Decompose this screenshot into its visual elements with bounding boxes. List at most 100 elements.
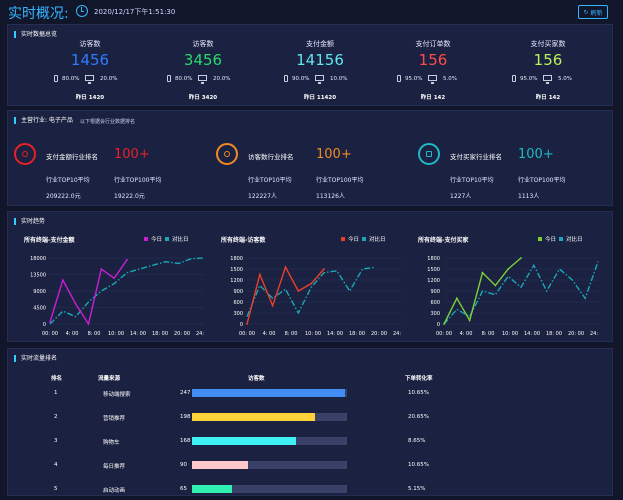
summary-title: 实时数据总览 <box>14 31 57 38</box>
visitor-bar-fill <box>192 461 248 469</box>
pc-share: 20.0% <box>100 76 118 82</box>
phone-icon <box>512 75 516 82</box>
phone-icon <box>167 75 171 82</box>
industry-rank-label: 支付金额行业排名 <box>46 153 98 161</box>
industry-rank-label: 访客数行业排名 <box>248 153 294 161</box>
stat-label: 支付订单数 <box>415 40 451 48</box>
conversion-rate: 8.65% <box>408 438 426 444</box>
monitor-icon <box>428 75 437 84</box>
line-chart: 0 300 600 900 1200 1500 1800 00: 00 4: 00 8: 00 10… <box>427 256 600 337</box>
top10-value: 209222.0元 <box>46 193 81 200</box>
wallet-icon-inner <box>426 151 432 157</box>
chart-legend: 今日 对比日 <box>538 235 583 243</box>
x-tick-label: 18: 00 <box>152 331 168 337</box>
refresh-button[interactable]: ↻ 刷新 <box>578 5 608 19</box>
stat-label: 支付买家数 <box>530 40 566 48</box>
y-tick-label: 300 <box>430 311 440 317</box>
top100-label: 行业TOP100平均 <box>316 177 364 184</box>
legend-label: 对比日 <box>566 237 583 243</box>
conversion-rate: 5.15% <box>408 486 426 492</box>
legend-swatch <box>165 237 170 241</box>
stat-label: 访客数 <box>192 40 214 48</box>
visitor-bar-fill <box>192 389 346 397</box>
legend-label: 今日 <box>151 237 163 243</box>
x-tick-label: 10: 00 <box>108 331 124 337</box>
data-point <box>271 304 274 307</box>
x-tick-label: 4: 00 <box>460 331 473 337</box>
line-chart: 0 4500 9000 13500 18000 00: 00 4: 00 8: 00 10: 0… <box>30 256 206 337</box>
visitor-bar-fill <box>192 413 315 421</box>
data-point <box>113 277 116 280</box>
stat-label: 支付金额 <box>306 40 334 48</box>
data-point <box>507 268 510 270</box>
legend-swatch <box>538 237 542 241</box>
data-point <box>100 268 103 270</box>
industry-rank-label: 支付买家行业排名 <box>450 153 502 161</box>
visitor-count: 65 <box>180 486 187 492</box>
visitor-bar-fill <box>192 485 233 493</box>
pc-share: 5.0% <box>558 76 572 82</box>
chart-title: 所有终端-支付金额 <box>24 237 75 244</box>
top10-value: 1227人 <box>450 193 472 200</box>
summary-panel: 实时数据总览 访客数 1456 80.0% 20.0% 昨日 1420 访客数 3456 80… <box>7 24 613 106</box>
target-icon <box>14 143 36 165</box>
y-tick-label: 1500 <box>427 267 440 273</box>
stat-yesterday: 昨日 1420 <box>75 95 105 101</box>
stat-label: 访客数 <box>79 40 101 48</box>
rank-number: 2 <box>54 414 58 420</box>
header-source: 流量来源 <box>98 376 121 382</box>
header-rate: 下单转化率 <box>405 376 433 382</box>
y-tick-label: 900 <box>430 289 440 295</box>
x-tick-label: 14: 00 <box>524 331 540 337</box>
visitor-bar-track <box>192 461 347 469</box>
data-point <box>455 297 458 300</box>
legend-swatch <box>362 237 367 241</box>
industry-panel: 主营行业: 电子产品 以下根据会行业数据排名 支付金额行业排名 100+ 行业TOP… <box>7 110 613 206</box>
x-tick-label: 24: 00 <box>393 331 403 337</box>
data-point <box>61 279 64 281</box>
y-tick-label: 1200 <box>427 278 440 284</box>
y-tick-label: 900 <box>233 289 243 295</box>
stat-card: 支付买家数 156 95.0% 5.0% 昨日 142 <box>488 25 608 107</box>
stat-card: 访客数 3456 80.0% 20.0% 昨日 3420 <box>143 25 263 107</box>
user-icon-inner <box>224 151 230 157</box>
x-tick-label: 20: 00 <box>371 331 387 337</box>
pc-share: 20.0% <box>213 76 231 82</box>
mobile-share: 80.0% <box>62 76 80 82</box>
legend-swatch <box>144 237 148 241</box>
top100-label: 行业TOP100平均 <box>114 177 162 184</box>
traffic-source: 启动动画 <box>103 488 126 494</box>
conversion-rate: 20.65% <box>408 414 429 420</box>
refresh-label: 刷新 <box>590 9 603 17</box>
conversion-rate: 10.65% <box>408 390 429 396</box>
x-tick-label: 00: 00 <box>436 331 452 337</box>
page-header: 实时概况: 2020/12/17下午1:51:30 ↻ 刷新 <box>0 0 623 24</box>
visitor-count: 168 <box>180 438 191 444</box>
stat-yesterday: 昨日 3420 <box>188 95 218 101</box>
visitor-count: 247 <box>180 390 191 396</box>
rank-number: 5 <box>54 486 58 492</box>
chart-title: 所有终端-访客数 <box>221 237 266 244</box>
data-point <box>443 323 445 325</box>
y-tick-label: 1800 <box>427 256 440 262</box>
y-tick-label: 1500 <box>230 267 243 273</box>
x-tick-label: 14: 00 <box>327 331 343 337</box>
data-point <box>481 271 484 274</box>
stat-value: 3456 <box>183 51 223 69</box>
x-tick-label: 20: 00 <box>568 331 584 337</box>
x-tick-label: 24: 00 <box>590 331 600 337</box>
refresh-icon: ↻ <box>583 8 589 16</box>
stat-card: 访客数 1456 80.0% 20.0% 昨日 1420 <box>30 25 150 107</box>
phone-icon <box>284 75 288 82</box>
data-point <box>494 284 497 287</box>
chart-legend: 今日 对比日 <box>341 235 386 243</box>
x-tick-label: 00: 00 <box>42 331 58 337</box>
top100-label: 行业TOP100平均 <box>518 177 566 184</box>
data-point <box>297 290 300 292</box>
timestamp: 2020/12/17下午1:51:30 <box>94 8 176 16</box>
y-tick-label: 600 <box>430 300 440 306</box>
y-tick-label: 1200 <box>230 278 243 284</box>
y-tick-label: 0 <box>240 322 243 328</box>
trend-title: 实时趋势 <box>14 218 45 225</box>
industry-rank-value: 100+ <box>316 147 352 162</box>
